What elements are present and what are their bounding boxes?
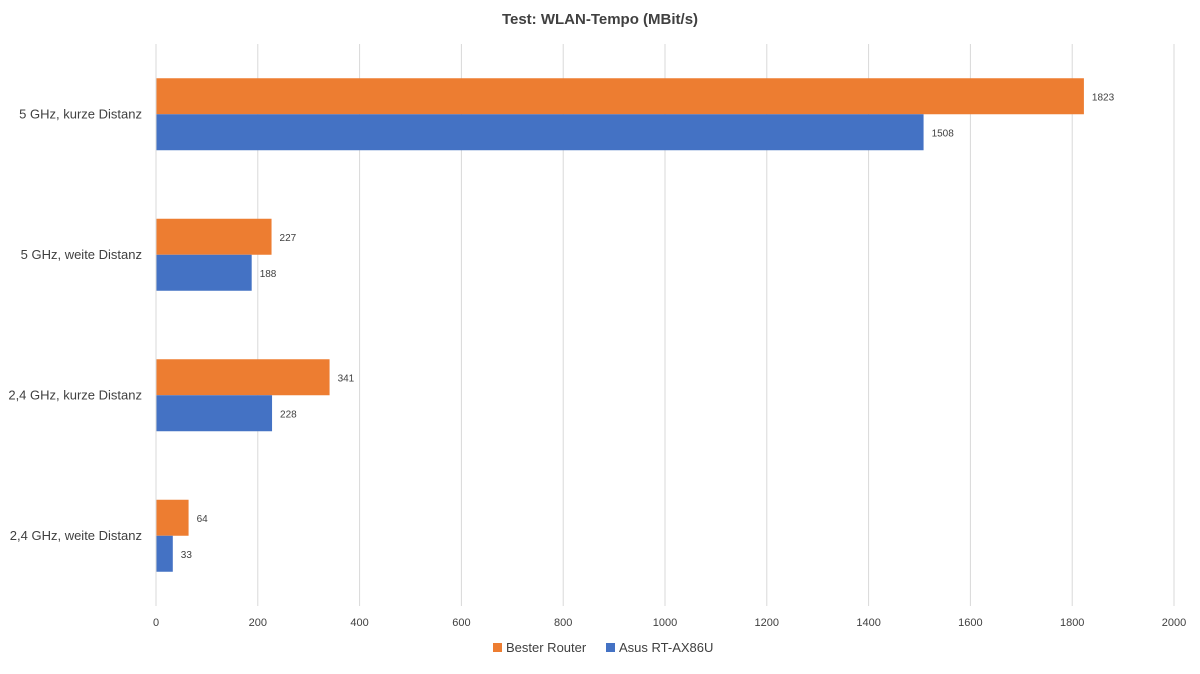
category-label: 2,4 GHz, weite Distanz xyxy=(10,528,142,543)
x-tick-label: 400 xyxy=(350,617,368,629)
chart-title: Test: WLAN-Tempo (MBit/s) xyxy=(502,11,698,28)
bar xyxy=(156,499,189,536)
data-label: 33 xyxy=(181,550,193,561)
data-label: 341 xyxy=(338,373,355,384)
data-labels: 1823 1508 227 188 341 228 64 33 xyxy=(181,92,1115,561)
bar xyxy=(156,218,272,255)
data-label: 188 xyxy=(260,269,277,280)
data-label: 1823 xyxy=(1092,92,1115,103)
category-label: 5 GHz, weite Distanz xyxy=(21,247,142,262)
data-label: 227 xyxy=(280,233,297,244)
legend-swatch xyxy=(493,643,502,652)
data-label: 1508 xyxy=(932,128,955,139)
x-tick-label: 1200 xyxy=(755,617,779,629)
bar xyxy=(156,78,1084,115)
category-label: 5 GHz, kurze Distanz xyxy=(19,106,142,121)
bar xyxy=(156,535,173,572)
data-label: 228 xyxy=(280,409,297,420)
x-tick-label: 600 xyxy=(452,617,470,629)
data-label: 64 xyxy=(197,514,209,525)
x-tick-label: 1400 xyxy=(856,617,880,629)
x-tick-label: 2000 xyxy=(1162,617,1186,629)
bar xyxy=(156,359,330,396)
bars xyxy=(156,78,1084,572)
category-label: 2,4 GHz, kurze Distanz xyxy=(8,387,142,402)
legend-label: Bester Router xyxy=(506,640,587,655)
x-tick-label: 1600 xyxy=(958,617,982,629)
bar xyxy=(156,254,252,291)
legend: Bester Router Asus RT-AX86U xyxy=(493,640,713,655)
bar xyxy=(156,395,273,432)
x-tick-label: 1800 xyxy=(1060,617,1084,629)
x-tick-label: 800 xyxy=(554,617,572,629)
legend-swatch xyxy=(606,643,615,652)
x-tick-label: 200 xyxy=(249,617,267,629)
bar xyxy=(156,114,924,151)
x-tick-label: 0 xyxy=(153,617,159,629)
legend-label: Asus RT-AX86U xyxy=(619,640,713,655)
axes: 0 200 400 600 800 1000 1200 1400 1600 1800 2000 5 G… xyxy=(8,44,1186,629)
x-tick-label: 1000 xyxy=(653,617,677,629)
